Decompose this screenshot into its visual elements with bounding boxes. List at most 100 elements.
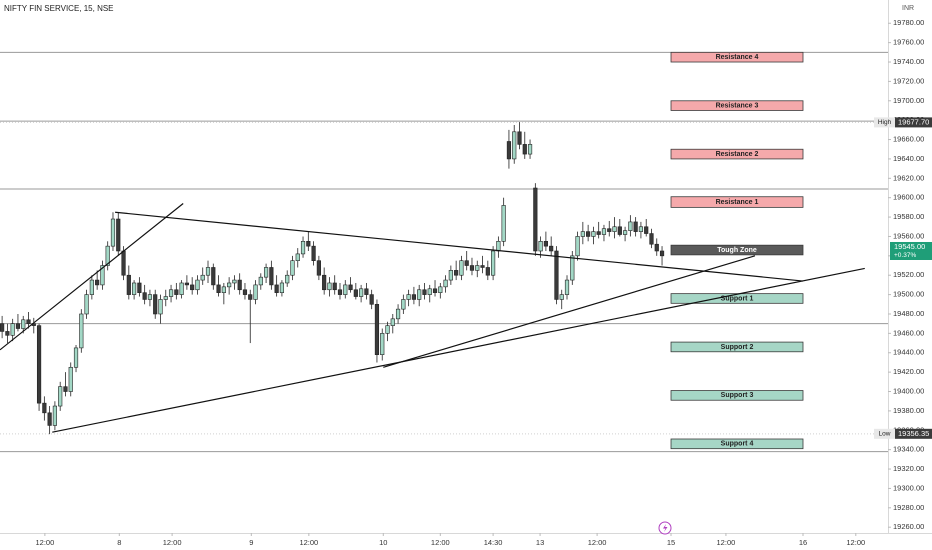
candle-body — [105, 245, 110, 266]
candle-body — [501, 205, 506, 242]
candle-body — [527, 144, 533, 155]
price-value: 19356.35 — [898, 429, 929, 438]
y-tick-label: 19500.00 — [893, 290, 924, 299]
candle-body — [469, 265, 475, 271]
replay-icon[interactable] — [658, 521, 672, 535]
last-price: 19545.00 — [894, 242, 925, 251]
candle-body — [644, 226, 649, 234]
candle-body — [485, 267, 490, 276]
candle-body — [422, 289, 427, 295]
candle-body — [628, 221, 633, 231]
candle-body — [390, 318, 395, 326]
zone-label: Support 1 — [721, 295, 754, 302]
candle-body — [211, 267, 216, 286]
y-tick-label: 19460.00 — [893, 328, 924, 337]
candle-body — [73, 347, 79, 368]
candle-body — [227, 282, 232, 288]
trend-line — [383, 255, 756, 368]
zone-label: Support 2 — [721, 344, 754, 351]
y-tick-label: 19480.00 — [893, 309, 924, 318]
zone-label: Support 4 — [721, 441, 754, 448]
icon-bolt[interactable] — [663, 524, 668, 532]
candle-body — [538, 241, 543, 252]
zone-label: Support 3 — [721, 392, 754, 399]
candle-body — [570, 255, 575, 281]
y-tick-label: 19640.00 — [893, 154, 924, 163]
candle-body — [10, 323, 15, 336]
price-value-box — [895, 428, 932, 439]
candle-body — [411, 294, 417, 300]
candle-body — [533, 187, 538, 252]
zone — [670, 51, 804, 63]
candle-body — [100, 265, 105, 286]
x-tick-label: 9 — [249, 538, 253, 547]
y-tick-label: 19620.00 — [893, 173, 924, 182]
candle-body — [612, 226, 617, 232]
candle-body — [63, 386, 68, 392]
y-tick-label: 19720.00 — [893, 76, 924, 85]
price-name: Low — [879, 431, 891, 438]
candle-body — [190, 284, 195, 291]
candle-body — [137, 282, 142, 293]
candle-body — [633, 221, 638, 232]
y-tick-label: 19400.00 — [893, 386, 924, 395]
price-name-box — [874, 428, 895, 439]
y-tick-label: 19600.00 — [893, 193, 924, 202]
candle-body — [26, 319, 31, 324]
x-tick-label: 10 — [379, 538, 387, 547]
candle-body — [554, 250, 559, 300]
candle-body — [369, 294, 374, 305]
x-tick-label: 16 — [799, 538, 807, 547]
candle-body — [322, 274, 327, 291]
candle-body — [491, 250, 496, 276]
candle-body — [269, 267, 274, 286]
candle-body — [237, 279, 242, 291]
trend-line — [0, 203, 184, 351]
candle-body — [622, 230, 628, 235]
candle-body — [0, 323, 5, 332]
candle-body — [195, 279, 200, 291]
y-tick-label: 19440.00 — [893, 348, 924, 357]
candle-body — [522, 144, 527, 155]
candle-body — [506, 141, 512, 160]
x-tick-label: 15 — [667, 538, 675, 547]
candle-body — [580, 231, 585, 237]
price-value: 19677.70 — [898, 117, 929, 126]
x-tick-label: 14:30 — [484, 538, 503, 547]
candle-body — [596, 231, 601, 235]
candle-body — [126, 274, 131, 295]
y-tick-label: 19740.00 — [893, 57, 924, 66]
candle-body — [300, 241, 306, 255]
candle-body — [432, 288, 438, 293]
candle-body — [649, 233, 654, 245]
chart-title: NIFTY FIN SERVICE, 15, NSE — [4, 4, 114, 13]
candle-body — [374, 303, 380, 355]
candle-body — [480, 265, 485, 268]
candle-body — [221, 286, 226, 293]
candle-body — [132, 282, 137, 295]
candle-body — [448, 270, 453, 281]
candle-body — [443, 279, 448, 288]
price-name-box — [874, 117, 895, 128]
candle-body — [654, 243, 659, 252]
candle-body — [332, 282, 337, 291]
zone-label: Tough Zone — [717, 247, 757, 254]
zone — [670, 148, 804, 160]
candle-body — [258, 276, 263, 286]
candle-body — [517, 131, 522, 145]
zone-label: Resistance 3 — [716, 102, 759, 109]
candle-body — [5, 331, 10, 336]
candle-body — [496, 241, 501, 252]
x-tick-label: 8 — [117, 538, 121, 547]
candle-body — [586, 231, 591, 237]
zone-label: Resistance 4 — [716, 54, 759, 61]
candle-body — [15, 323, 21, 329]
y-tick-label: 19260.00 — [893, 522, 924, 531]
x-tick-label: 12:00 — [35, 538, 54, 547]
candle-body — [36, 325, 42, 404]
candle-body — [380, 333, 385, 355]
currency: INR — [902, 5, 914, 12]
candle-body — [591, 231, 596, 237]
y-tick-label: 19760.00 — [893, 38, 924, 47]
